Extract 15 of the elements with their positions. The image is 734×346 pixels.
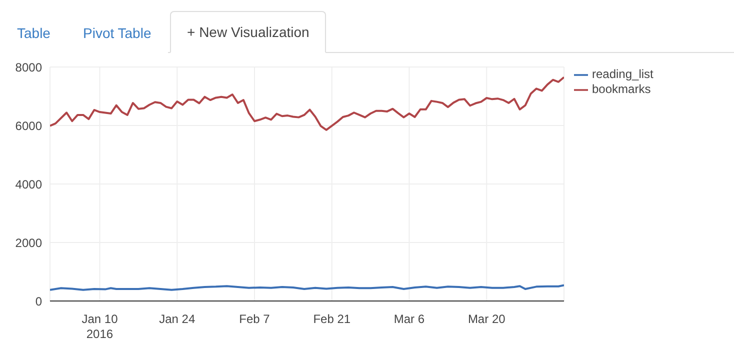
y-tick-label: 4000: [15, 177, 42, 192]
y-tick-label: 8000: [15, 60, 42, 74]
legend-label: bookmarks: [592, 82, 651, 96]
y-tick-label: 6000: [15, 118, 42, 133]
legend-label: reading_list: [592, 67, 654, 81]
line-series: [50, 76, 564, 131]
x-tick-label: Mar 20: [468, 312, 506, 326]
x-tick-label: Jan 10 2016: [82, 312, 118, 341]
active-tab: + New Visualization: [170, 11, 326, 53]
x-tick-label: Mar 6: [394, 312, 425, 326]
x-tick-label: Jan 24: [159, 312, 196, 326]
y-tick-label: 2000: [15, 236, 42, 250]
x-tick-label: Feb 21: [313, 312, 351, 326]
x-tick-label: Feb 7: [239, 312, 270, 326]
y-tick-label: 0: [35, 294, 42, 308]
